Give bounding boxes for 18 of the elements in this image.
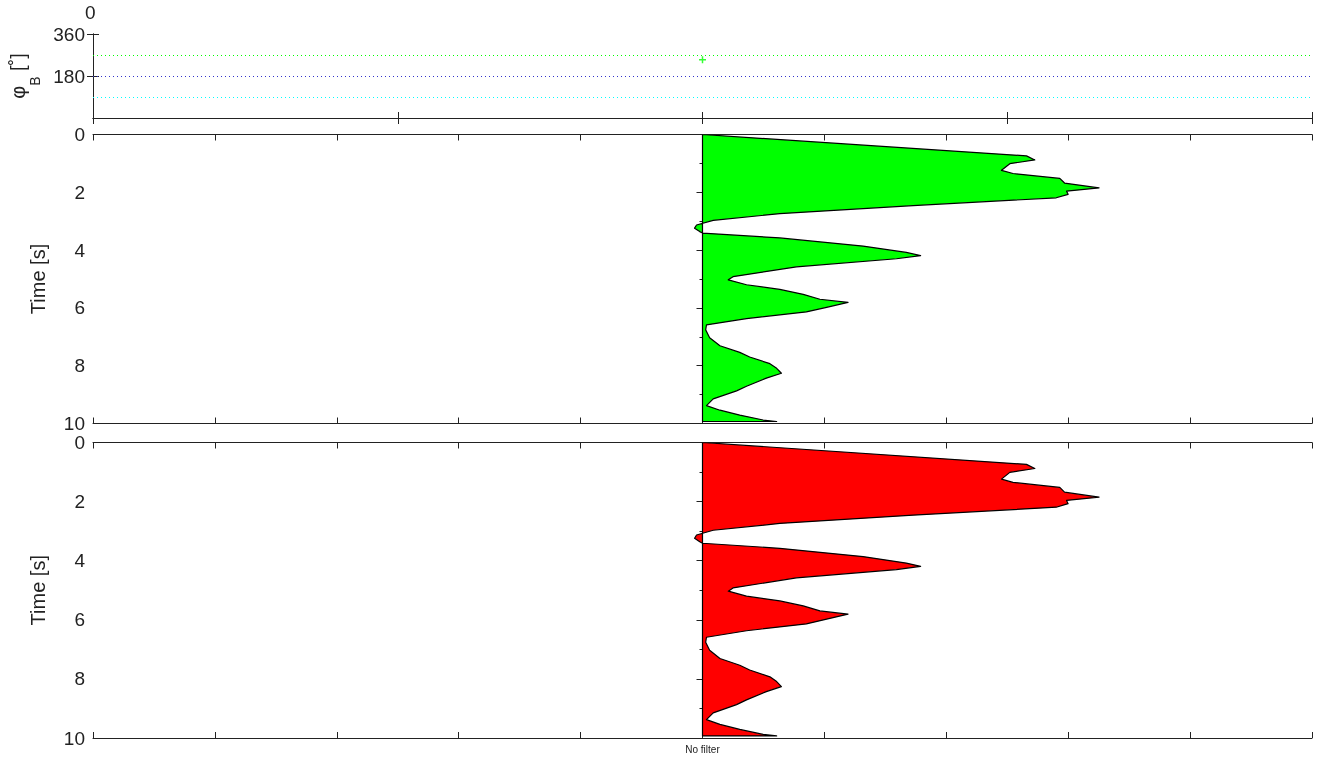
y-tick-label: 4 — [74, 550, 86, 572]
y-tick-label: 6 — [74, 297, 85, 319]
y-tick-label: 8 — [74, 668, 85, 690]
y-axis-title: Time [s] — [27, 555, 49, 626]
y-tick-label: 0 — [74, 432, 85, 453]
y-tick-label: 10 — [63, 727, 85, 749]
y-tick-label: 8 — [74, 355, 85, 377]
y-tick-label: 0 — [74, 124, 85, 145]
y-axis-title: φB [˚] — [7, 53, 44, 99]
y-tick-label: 4 — [74, 239, 86, 261]
y-tick-label: 2 — [74, 491, 85, 513]
y-tick-label: 180 — [53, 65, 85, 87]
y-tick-label: 360 — [53, 23, 85, 45]
y-axis-title: Time [s] — [27, 243, 49, 315]
y-tick-label: 10 — [63, 413, 85, 434]
y-tick-label: 2 — [74, 181, 85, 203]
y-tick-label: 6 — [74, 609, 85, 631]
x-axis-title: No filter — [685, 743, 721, 755]
